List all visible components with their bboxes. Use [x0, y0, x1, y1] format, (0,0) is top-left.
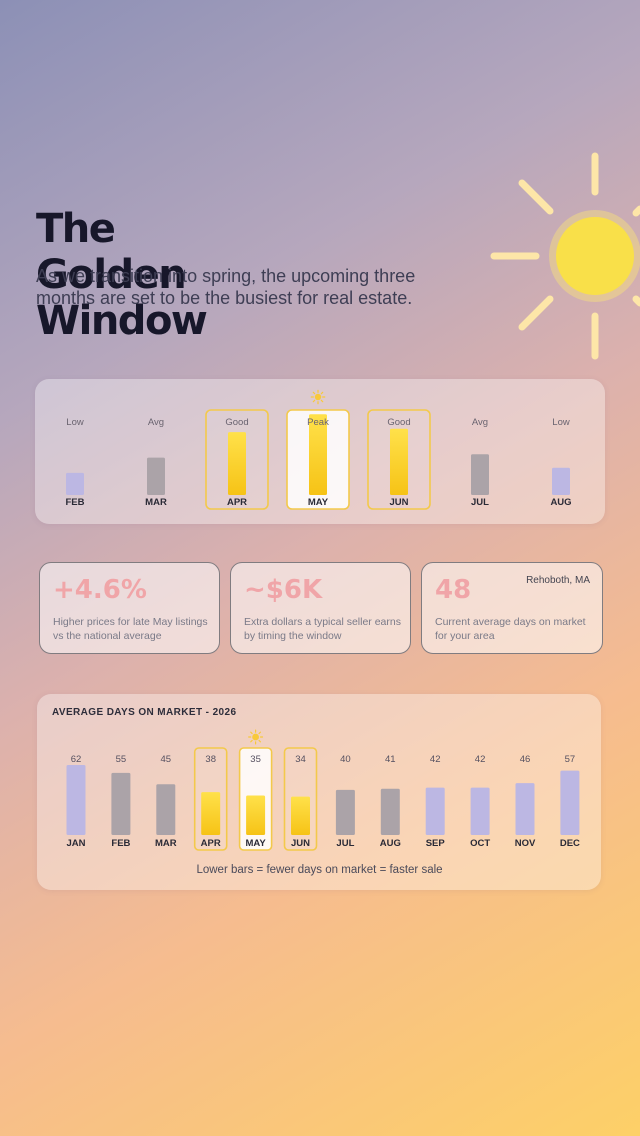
days-bar: [246, 795, 266, 835]
stat-card-dollars: ~$6K Extra dollars a typical seller earn…: [230, 562, 411, 654]
season-rating-label: Avg: [472, 417, 488, 428]
days-bar: [515, 783, 535, 835]
season-bar: [390, 428, 408, 495]
stat-description: Current average days on market for your …: [435, 616, 586, 642]
days-bar: [156, 784, 176, 835]
season-rating-label: Good: [387, 417, 410, 428]
season-rating-label: Low: [552, 417, 570, 428]
season-month-label: MAR: [145, 497, 167, 508]
season-rating-label: Peak: [307, 417, 329, 428]
days-month-label: APR: [201, 838, 221, 849]
season-rating-label: Good: [225, 417, 248, 428]
season-bar: [471, 454, 489, 495]
days-month-label: JUL: [336, 838, 354, 849]
stat-description: Extra dollars a typical seller earns by …: [244, 616, 401, 642]
stat-card-days: 48 Rehoboth, MA Current average days on …: [421, 562, 603, 654]
days-bar: [335, 789, 355, 835]
days-bar: [111, 772, 131, 835]
days-month-label: JUN: [291, 838, 310, 849]
page-subtitle: As we transition into spring, the upcomi…: [36, 266, 416, 308]
days-value-label: 34: [295, 754, 306, 765]
days-value-label: 42: [430, 754, 441, 765]
season-rating-label: Low: [66, 417, 84, 428]
days-bar: [425, 787, 445, 835]
season-month-label: JUL: [471, 497, 489, 508]
days-month-label: OCT: [470, 838, 490, 849]
days-value-label: 62: [71, 754, 82, 765]
days-value-label: 57: [565, 754, 576, 765]
season-bar: [309, 414, 327, 495]
days-value-label: 55: [116, 754, 127, 765]
days-value-label: 42: [475, 754, 486, 765]
chart-footnote: Lower bars = fewer days on market = fast…: [196, 864, 443, 876]
season-bar: [66, 472, 84, 495]
days-month-label: SEP: [426, 838, 446, 849]
stat-value: 48: [435, 575, 472, 605]
days-month-label: MAR: [155, 838, 177, 849]
days-month-label: JAN: [66, 838, 85, 849]
days-value-label: 40: [340, 754, 351, 765]
stat-value: +4.6%: [53, 575, 147, 605]
season-month-label: MAY: [308, 497, 329, 508]
days-value-label: 35: [250, 754, 261, 765]
season-bar: [552, 467, 570, 495]
season-bar: [147, 457, 165, 495]
stat-card-price: +4.6% Higher prices for late May listing…: [39, 562, 220, 654]
sun-icon: [490, 152, 640, 360]
peak-sun-icon: [310, 389, 326, 405]
page-title: The Golden Window: [36, 206, 208, 344]
stat-value: ~$6K: [244, 575, 323, 605]
days-chart: 62 JAN 55 FEB 45 MAR 38 APR 35 MAY 34 JUN 40 JUL 41 AUG…: [66, 729, 580, 851]
days-bar: [560, 770, 580, 835]
peak-sun-icon: [248, 729, 264, 745]
days-value-label: 45: [161, 754, 172, 765]
season-panel: Low FEB Avg MAR Good APR Peak MAY Good JUN Avg JUL L…: [35, 379, 605, 524]
chart-title: AVERAGE DAYS ON MARKET - 2026: [52, 707, 237, 718]
days-value-label: 46: [520, 754, 531, 765]
season-bar: [228, 432, 246, 495]
days-month-label: AUG: [380, 838, 401, 849]
days-bar: [380, 788, 400, 835]
stat-location: Rehoboth, MA: [526, 575, 590, 586]
days-value-label: 38: [205, 754, 216, 765]
days-month-label: DEC: [560, 838, 580, 849]
days-bar: [66, 765, 86, 835]
days-bar: [201, 792, 221, 835]
season-month-label: AUG: [550, 497, 571, 508]
days-value-label: 41: [385, 754, 396, 765]
days-bar: [470, 787, 490, 835]
days-month-label: NOV: [515, 838, 536, 849]
days-bar: [291, 796, 310, 835]
season-month-label: APR: [227, 497, 247, 508]
season-chart: Low FEB Avg MAR Good APR Peak MAY Good JUN Avg JUL L…: [66, 389, 572, 510]
days-panel: 62 JAN 55 FEB 45 MAR 38 APR 35 MAY 34 JUN 40 JUL 41 AUG…: [37, 694, 601, 890]
season-month-label: FEB: [66, 497, 85, 508]
days-month-label: MAY: [245, 838, 266, 849]
season-month-label: JUN: [389, 497, 408, 508]
stat-description: Higher prices for late May listings vs t…: [53, 616, 208, 642]
season-rating-label: Avg: [148, 417, 164, 428]
days-month-label: FEB: [111, 838, 130, 849]
